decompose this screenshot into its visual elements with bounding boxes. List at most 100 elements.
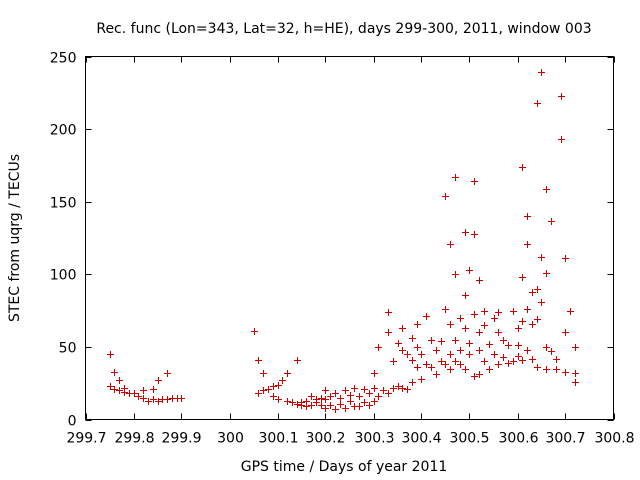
- data-point: [481, 308, 488, 315]
- data-point: [121, 389, 128, 396]
- data-point: [495, 309, 502, 316]
- data-point: [466, 267, 473, 274]
- data-point: [404, 386, 411, 393]
- data-point: [447, 241, 454, 248]
- data-point: [265, 386, 272, 393]
- data-point: [548, 348, 555, 355]
- plot-frame: [85, 56, 614, 420]
- data-point: [466, 351, 473, 358]
- data-point: [423, 361, 430, 368]
- data-point: [462, 325, 469, 332]
- x-tick-label: 300.4: [401, 431, 441, 447]
- data-point: [385, 390, 392, 397]
- data-point: [107, 383, 114, 390]
- data-point: [150, 386, 157, 393]
- data-point: [375, 393, 382, 400]
- x-tick-label: 299.7: [66, 431, 106, 447]
- data-point: [466, 340, 473, 347]
- data-point: [515, 342, 522, 349]
- data-point: [486, 366, 493, 373]
- data-point: [428, 337, 435, 344]
- data-point: [558, 136, 565, 143]
- data-point: [442, 361, 449, 368]
- data-point: [298, 402, 305, 409]
- data-point: [279, 377, 286, 384]
- data-point: [524, 241, 531, 248]
- data-point: [491, 351, 498, 358]
- data-point: [308, 393, 315, 400]
- data-point: [471, 373, 478, 380]
- data-point: [457, 361, 464, 368]
- data-point: [486, 341, 493, 348]
- data-point: [476, 277, 483, 284]
- data-point: [399, 347, 406, 354]
- data-point: [457, 315, 464, 322]
- data-point: [495, 361, 502, 368]
- data-point: [409, 357, 416, 364]
- data-point: [543, 366, 550, 373]
- data-point: [534, 100, 541, 107]
- data-point: [534, 316, 541, 323]
- axis-ticks: [85, 56, 615, 421]
- data-point: [347, 398, 354, 405]
- data-point: [351, 385, 358, 392]
- data-point: [476, 371, 483, 378]
- data-point: [500, 354, 507, 361]
- data-point: [371, 370, 378, 377]
- data-point: [140, 395, 147, 402]
- data-point: [572, 370, 579, 377]
- data-point: [442, 193, 449, 200]
- data-point: [524, 306, 531, 313]
- data-point: [481, 322, 488, 329]
- data-point: [327, 393, 334, 400]
- data-point: [318, 395, 325, 402]
- data-point: [519, 164, 526, 171]
- y-tick-label: 0: [68, 414, 77, 430]
- data-point: [481, 358, 488, 365]
- data-point: [438, 338, 445, 345]
- data-point: [318, 402, 325, 409]
- data-point: [361, 386, 368, 393]
- data-point: [529, 356, 536, 363]
- data-point: [462, 366, 469, 373]
- data-point: [543, 270, 550, 277]
- x-axis-label: GPS time / Days of year 2011: [241, 459, 448, 475]
- data-point: [111, 369, 118, 376]
- data-point: [322, 405, 329, 412]
- data-point: [380, 387, 387, 394]
- data-point: [294, 357, 301, 364]
- data-point: [562, 255, 569, 262]
- data-point: [433, 347, 440, 354]
- data-point: [342, 387, 349, 394]
- data-point: [332, 406, 339, 413]
- data-point: [313, 396, 320, 403]
- data-point: [375, 344, 382, 351]
- y-tick-label: 250: [50, 51, 77, 67]
- data-point: [433, 371, 440, 378]
- data-point: [371, 385, 378, 392]
- data-point: [366, 402, 373, 409]
- data-point: [423, 313, 430, 320]
- data-point: [529, 321, 536, 328]
- data-point: [155, 398, 162, 405]
- data-point: [452, 271, 459, 278]
- data-point: [505, 360, 512, 367]
- data-point: [308, 402, 315, 409]
- data-point: [418, 351, 425, 358]
- data-point: [390, 358, 397, 365]
- data-point: [251, 328, 258, 335]
- data-point: [107, 351, 114, 358]
- data-point: [356, 393, 363, 400]
- data-point: [116, 387, 123, 394]
- x-tick-label: 300: [217, 431, 244, 447]
- data-point: [164, 370, 171, 377]
- data-point: [399, 385, 406, 392]
- data-point: [442, 306, 449, 313]
- data-point: [524, 347, 531, 354]
- data-point: [322, 396, 329, 403]
- data-point: [385, 309, 392, 316]
- data-point: [457, 347, 464, 354]
- data-point: [519, 318, 526, 325]
- data-point: [347, 392, 354, 399]
- data-point: [495, 329, 502, 336]
